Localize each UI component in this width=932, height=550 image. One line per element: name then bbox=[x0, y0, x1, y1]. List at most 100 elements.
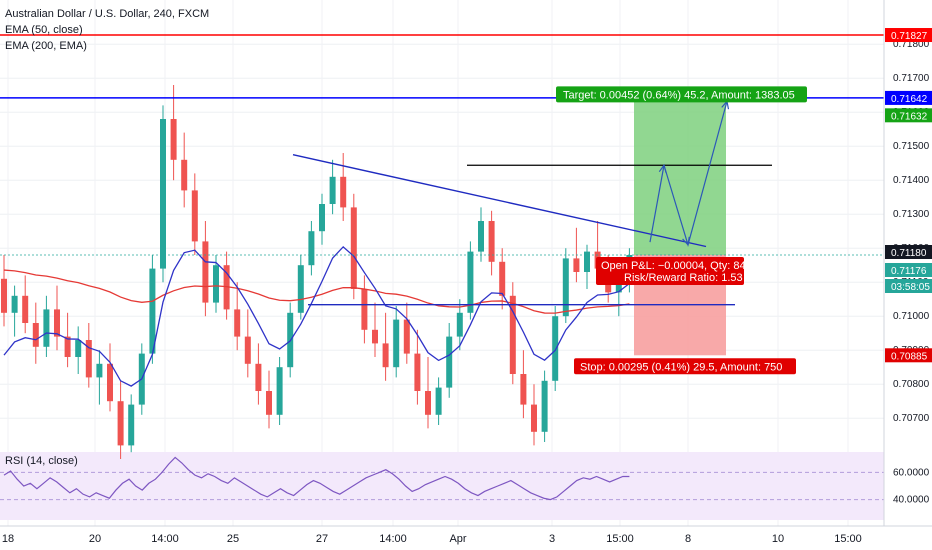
candle-body bbox=[32, 323, 39, 347]
candle-body bbox=[64, 336, 71, 357]
price-tick-label: 0.71000 bbox=[893, 311, 930, 322]
price-tag-box bbox=[885, 348, 932, 363]
candle-body bbox=[520, 374, 527, 405]
candle-body bbox=[160, 119, 166, 269]
price-tick-label: 0.70800 bbox=[893, 379, 930, 390]
price-tick-label: 0.71300 bbox=[893, 209, 930, 220]
candle-body bbox=[54, 309, 60, 337]
price-tag: 0.71632 bbox=[891, 111, 928, 122]
target-label: Target: 0.00452 (0.64%) 45.2, Amount: 13… bbox=[563, 89, 795, 101]
price-tag: 03:58:05 bbox=[891, 282, 930, 293]
candle-body bbox=[509, 295, 516, 374]
price-tick-label: 0.71800 bbox=[893, 39, 930, 50]
candle-body bbox=[149, 268, 156, 354]
price-tag-box bbox=[885, 108, 932, 123]
candle-body bbox=[308, 231, 315, 266]
price-tick-label: 0.70700 bbox=[893, 413, 930, 424]
price-tag-box bbox=[885, 245, 932, 259]
candle-body bbox=[467, 251, 474, 313]
candle-body bbox=[350, 207, 357, 289]
price-tick-label: 0.71700 bbox=[893, 73, 930, 84]
risk-reward-label: Risk/Reward Ratio: 1.53 bbox=[624, 272, 743, 284]
time-tick-label: 14:00 bbox=[379, 533, 407, 545]
candle-body bbox=[478, 221, 484, 252]
candle-body bbox=[244, 336, 251, 364]
price-tag-box bbox=[885, 279, 932, 293]
candle-body bbox=[615, 282, 622, 293]
arrowhead bbox=[658, 163, 667, 174]
rsi-panel-background bbox=[0, 452, 884, 520]
candle-body bbox=[456, 312, 463, 337]
price-tag-box bbox=[885, 263, 932, 277]
candle-body bbox=[372, 329, 378, 344]
time-tick-label: 27 bbox=[316, 533, 328, 545]
time-tick-label: 18 bbox=[2, 533, 14, 545]
candle-body bbox=[1, 278, 7, 313]
pnl-label-box bbox=[596, 257, 744, 285]
candle-body bbox=[361, 289, 368, 330]
candle-body bbox=[425, 391, 431, 415]
rsi-guides bbox=[0, 471, 884, 501]
time-axis-ticks: 18 20 14:00 25 27 14:00 Apr 3 15:00 8 10 15:00 bbox=[2, 533, 862, 545]
target-zone[interactable] bbox=[634, 101, 726, 255]
price-tags: 0.71827 0.71642 0.71632 0.71180 0.71176 03:58… bbox=[885, 28, 932, 363]
candle-body bbox=[488, 221, 495, 262]
candle-body bbox=[117, 401, 124, 446]
candle-body bbox=[319, 204, 325, 232]
candle-body bbox=[382, 343, 389, 368]
arrowhead bbox=[682, 236, 690, 247]
candle-body bbox=[329, 176, 336, 204]
candle-body bbox=[223, 265, 230, 310]
candle-body bbox=[531, 404, 537, 432]
projected-path[interactable] bbox=[649, 101, 728, 247]
candle-body bbox=[562, 258, 569, 317]
price-tag: 0.71176 bbox=[891, 266, 927, 277]
time-tick-label: 15:00 bbox=[834, 533, 862, 545]
candle-body bbox=[403, 319, 410, 354]
candle-body bbox=[11, 295, 18, 313]
candle-body bbox=[213, 265, 219, 303]
time-tick-label: 14:00 bbox=[151, 533, 179, 545]
candle-body bbox=[552, 316, 559, 381]
candle-body bbox=[170, 119, 177, 160]
target-label-box bbox=[556, 86, 807, 103]
rsi-axis-ticks: 60.0000 40.0000 bbox=[893, 467, 930, 505]
time-tick-label: 25 bbox=[227, 533, 239, 545]
candle-body bbox=[584, 251, 590, 272]
candles bbox=[1, 85, 633, 459]
candle-body bbox=[414, 353, 421, 391]
candle-body bbox=[43, 309, 50, 347]
candle-body bbox=[181, 159, 188, 191]
candle-body bbox=[297, 265, 304, 313]
ema-50-legend[interactable]: EMA (50, close) bbox=[5, 24, 83, 36]
price-tick-label: 0.71500 bbox=[893, 141, 930, 152]
candle-body bbox=[573, 258, 580, 272]
pnl-label: Open P&L: −0.00004, Qty: 84745 bbox=[601, 260, 764, 272]
stop-label-box bbox=[574, 358, 796, 375]
rsi-line bbox=[3, 456, 630, 501]
candle-body bbox=[128, 404, 135, 446]
candle-body bbox=[234, 309, 241, 337]
candle-body bbox=[499, 261, 506, 296]
price-tick-label: 0.71400 bbox=[893, 175, 930, 186]
candle-body bbox=[107, 363, 113, 402]
rsi-tick-label: 40.0000 bbox=[893, 495, 930, 506]
candle-body bbox=[446, 336, 453, 388]
chart-legend: Australian Dollar / U.S. Dollar, 240, FX… bbox=[5, 6, 209, 54]
descending-trendline[interactable] bbox=[292, 154, 707, 248]
chart-grid bbox=[0, 0, 884, 526]
price-tag: 0.71642 bbox=[891, 94, 928, 105]
symbol-title[interactable]: Australian Dollar / U.S. Dollar, 240, FX… bbox=[5, 8, 210, 20]
ema-200-legend[interactable]: EMA (200, EMA) bbox=[5, 40, 87, 52]
candle-body bbox=[435, 387, 442, 415]
candle-body bbox=[541, 380, 548, 432]
rsi-legend[interactable]: RSI (14, close) bbox=[5, 455, 78, 467]
price-tag: 0.70885 bbox=[891, 351, 928, 362]
time-tick-label: 20 bbox=[89, 533, 101, 545]
candle-body bbox=[22, 295, 29, 323]
candle-body bbox=[255, 363, 262, 391]
time-tick-label: 10 bbox=[772, 533, 784, 545]
price-tag: 0.71827 bbox=[891, 31, 928, 42]
time-tick-label: 15:00 bbox=[606, 533, 634, 545]
